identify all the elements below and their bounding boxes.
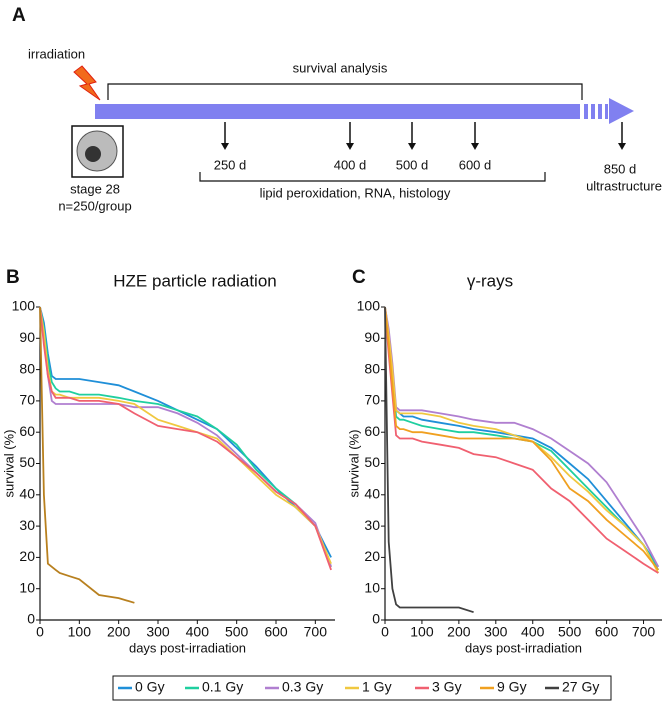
arrow-head bbox=[221, 143, 229, 150]
arrow-head bbox=[346, 143, 354, 150]
y-tick-label: 90 bbox=[364, 329, 380, 345]
axes bbox=[384, 307, 662, 621]
survival-line bbox=[39, 306, 332, 558]
chart: B HZE particle radiation 0 10 20 30 40 50 60 70 80… bbox=[1, 267, 335, 655]
bracket bbox=[107, 83, 583, 100]
timepoint-label: 400 d bbox=[334, 157, 367, 172]
legend-label: 0 Gy bbox=[135, 679, 165, 695]
survival-line bbox=[384, 306, 660, 574]
timepoint-arrows: 250 d 400 d 500 d 600 d bbox=[214, 122, 626, 172]
x-tick-label: 600 bbox=[264, 624, 288, 640]
y-tick-label: 20 bbox=[364, 548, 380, 564]
survival-line bbox=[384, 306, 660, 571]
y-tick-label: 50 bbox=[364, 454, 380, 470]
y-tick-label: 70 bbox=[19, 392, 35, 408]
x-tick-label: 600 bbox=[595, 624, 619, 640]
legend-label: 0.3 Gy bbox=[282, 679, 323, 695]
survival-line bbox=[39, 306, 332, 565]
survival-line bbox=[384, 306, 474, 614]
y-tick-label: 70 bbox=[364, 392, 380, 408]
x-axis-label: days post-irradiation bbox=[465, 640, 582, 655]
x-tick-label: 500 bbox=[558, 624, 582, 640]
embryo-core bbox=[85, 146, 101, 162]
group-label: n=250/group bbox=[58, 198, 131, 213]
legend-label: 27 Gy bbox=[562, 679, 599, 695]
timepoint-label: 600 d bbox=[459, 157, 492, 172]
assay-bracket bbox=[199, 172, 546, 182]
y-tick-label: 100 bbox=[357, 298, 381, 314]
legend-label: 9 Gy bbox=[497, 679, 527, 695]
x-tick-label: 500 bbox=[225, 624, 249, 640]
survival-line bbox=[39, 306, 332, 568]
y-tick-label: 40 bbox=[364, 486, 380, 502]
x-tick-label: 300 bbox=[484, 624, 508, 640]
bolt-icon bbox=[73, 65, 101, 101]
legend: 0 Gy 0.1 Gy 0.3 Gy 1 Gy 3 Gy 9 Gy 27 Gy bbox=[118, 679, 599, 695]
y-tick-label: 80 bbox=[19, 360, 35, 376]
y-tick-label: 20 bbox=[19, 548, 35, 564]
x-tick-label: 400 bbox=[521, 624, 545, 640]
y-tick-label: 40 bbox=[19, 486, 35, 502]
x-axis-label: days post-irradiation bbox=[129, 640, 246, 655]
x-tick-label: 300 bbox=[146, 624, 170, 640]
x-tick-label: 400 bbox=[186, 624, 210, 640]
y-axis-label: survival (%) bbox=[346, 430, 361, 498]
y-tick-label: 10 bbox=[19, 579, 35, 595]
y-tick-label: 100 bbox=[12, 298, 36, 314]
timeline-dashes bbox=[584, 104, 608, 119]
charts: B HZE particle radiation 0 10 20 30 40 50 60 70 80… bbox=[1, 267, 662, 655]
timepoint-label: 250 d bbox=[214, 157, 247, 172]
legend-label: 0.1 Gy bbox=[202, 679, 243, 695]
y-tick-label: 60 bbox=[364, 423, 380, 439]
arrow-head bbox=[471, 143, 479, 150]
chart-title: HZE particle radiation bbox=[113, 271, 276, 290]
arrow-head bbox=[408, 143, 416, 150]
survival-line bbox=[384, 306, 660, 568]
timeline-arrow bbox=[609, 98, 634, 124]
survival-line bbox=[39, 306, 332, 571]
axes bbox=[39, 307, 335, 621]
assay-label: lipid peroxidation, RNA, histology bbox=[260, 185, 451, 200]
survival-label: survival analysis bbox=[293, 60, 388, 75]
x-tick-label: 100 bbox=[410, 624, 434, 640]
chart-title: γ-rays bbox=[467, 271, 513, 290]
x-tick-label: 0 bbox=[381, 624, 389, 640]
survival-line bbox=[384, 306, 660, 571]
y-tick-label: 30 bbox=[364, 517, 380, 533]
x-tick-label: 700 bbox=[304, 624, 328, 640]
panel-label: A bbox=[12, 5, 26, 26]
legend-label: 1 Gy bbox=[362, 679, 392, 695]
diagram: A irradiation survival analysis stage 28… bbox=[12, 5, 662, 213]
x-tick-label: 700 bbox=[632, 624, 656, 640]
panel-label: C bbox=[352, 267, 366, 288]
endpoint-assay: ultrastructure bbox=[586, 178, 662, 193]
panel-label: B bbox=[6, 267, 20, 288]
y-tick-label: 30 bbox=[19, 517, 35, 533]
y-axis-label: survival (%) bbox=[1, 430, 16, 498]
timepoint-label: 500 d bbox=[396, 157, 429, 172]
x-tick-label: 200 bbox=[447, 624, 471, 640]
survival-line bbox=[39, 306, 332, 568]
legend-label: 3 Gy bbox=[432, 679, 462, 695]
endpoint-label: 850 d bbox=[604, 161, 637, 176]
arrow-head bbox=[618, 143, 626, 150]
y-tick-label: 80 bbox=[364, 360, 380, 376]
y-tick-label: 10 bbox=[364, 579, 380, 595]
y-tick-label: 50 bbox=[19, 454, 35, 470]
y-tick-label: 0 bbox=[27, 611, 35, 627]
stage-label: stage 28 bbox=[70, 181, 120, 196]
x-tick-label: 200 bbox=[107, 624, 131, 640]
irradiation-label: irradiation bbox=[28, 46, 85, 61]
survival-line bbox=[39, 306, 135, 604]
y-tick-label: 90 bbox=[19, 329, 35, 345]
x-tick-label: 100 bbox=[68, 624, 92, 640]
timeline-bar bbox=[95, 104, 580, 119]
y-tick-label: 60 bbox=[19, 423, 35, 439]
x-tick-label: 0 bbox=[36, 624, 44, 640]
survival-line bbox=[384, 306, 659, 574]
y-tick-label: 0 bbox=[372, 611, 380, 627]
